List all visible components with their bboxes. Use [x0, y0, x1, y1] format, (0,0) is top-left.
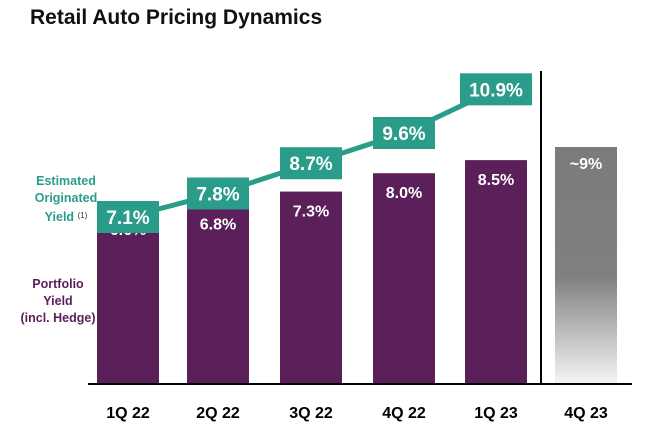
bar-2q-22 [187, 204, 249, 383]
bar-4q-22 [373, 173, 435, 383]
originated-yield-legend-label: Estimated Originated Yield (1) [12, 173, 120, 226]
x-tick-label: 1Q 23 [474, 405, 518, 422]
bars-layer: 6.6%6.8%7.3%8.0%8.5%~9% [97, 147, 617, 383]
originated-yield-badge [187, 177, 249, 210]
x-tick-label: 1Q 22 [106, 405, 150, 422]
portfolio-yield-legend-label: Portfolio Yield (incl. Hedge) [4, 276, 112, 327]
bar-value-label: 8.5% [478, 172, 514, 189]
originated-yield-badge [373, 117, 435, 149]
originated-yield-label-line-1: Estimated [36, 174, 96, 188]
bar-value-label: 8.0% [386, 185, 422, 202]
bar-1q-23 [465, 160, 527, 383]
chart-title: Retail Auto Pricing Dynamics [30, 6, 323, 29]
bar-3q-22 [280, 191, 342, 383]
bar-1q-22 [97, 209, 159, 383]
axis-layer: 1Q 22 2Q 22 3Q 22 4Q 22 1Q 23 4Q 23 [88, 71, 632, 422]
bar-value-label: 7.3% [293, 204, 329, 221]
originated-yield-badge [280, 147, 342, 180]
originated-yield-label-line-2: Originated [34, 191, 98, 205]
x-tick-label: 4Q 23 [564, 405, 608, 422]
line-layer: 7.1% 7.8% 8.7% 9.6% 10.9% [97, 73, 532, 233]
originated-yield-badge [97, 201, 159, 233]
x-tick-label: 2Q 22 [196, 405, 240, 422]
portfolio-yield-label-line-2: Yield [43, 294, 73, 308]
originated-yield-value-label: 7.8% [196, 184, 239, 205]
bar-value-label: 6.8% [200, 217, 236, 234]
originated-yield-value-label: 10.9% [469, 80, 523, 101]
bar-value-label: ~9% [570, 156, 602, 173]
originated-yield-label-line-3: Yield (1) [12, 207, 120, 226]
originated-yield-badge [460, 73, 532, 106]
originated-yield-value-label: 9.6% [382, 124, 425, 145]
bar-4q-23 [555, 147, 617, 383]
originated-yield-label-text: Yield [44, 210, 75, 224]
x-tick-label: 4Q 22 [382, 405, 426, 422]
x-tick-label: 3Q 22 [289, 405, 333, 422]
footnote-marker: (1) [77, 211, 88, 220]
originated-yield-value-label: 8.7% [289, 154, 332, 175]
portfolio-yield-label-line-3: (incl. Hedge) [20, 311, 96, 325]
portfolio-yield-label-line-1: Portfolio [32, 277, 84, 291]
originated-yield-value-label: 7.1% [106, 208, 149, 229]
